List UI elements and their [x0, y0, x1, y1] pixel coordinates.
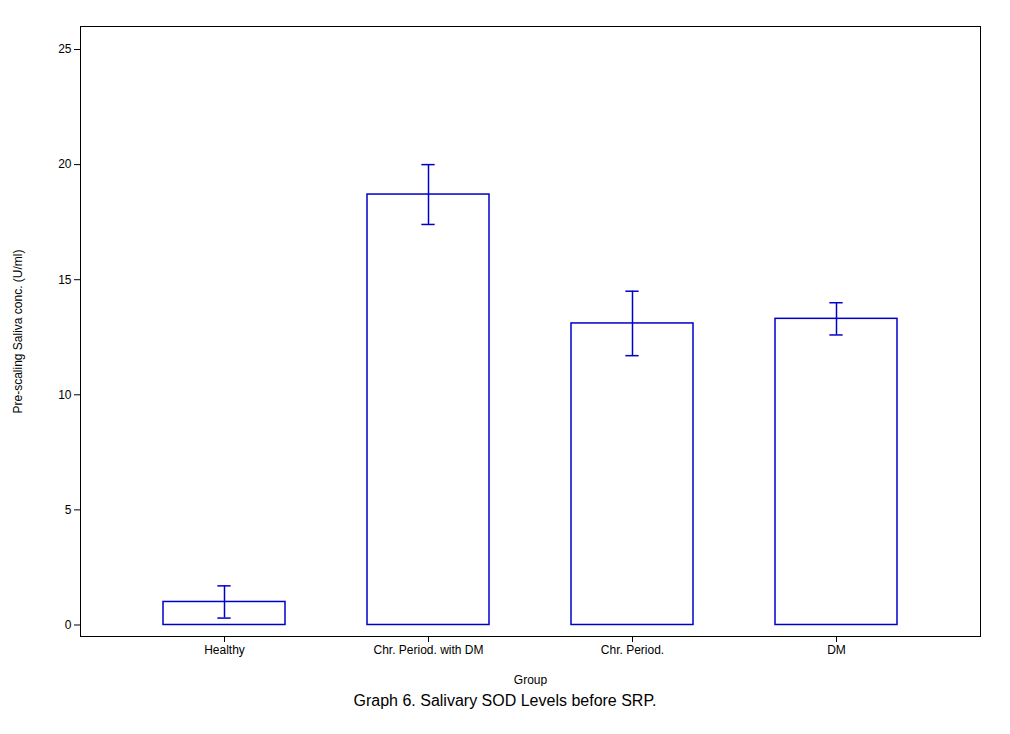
svg-text:15: 15 — [58, 273, 72, 287]
svg-text:Chr. Period.: Chr. Period. — [601, 643, 664, 657]
svg-text:25: 25 — [58, 42, 72, 56]
html-text:Graph 6. Salivary SOD Levels b: Graph 6. Salivary SOD Levels before SRP. — [353, 692, 657, 709]
svg-text:20: 20 — [58, 157, 72, 171]
svg-text:Chr. Period. with DM: Chr. Period. with DM — [373, 643, 483, 657]
svg-text:5: 5 — [65, 503, 72, 517]
svg-text:0: 0 — [65, 618, 72, 632]
svg-text:Healthy: Healthy — [204, 643, 245, 657]
svg-text:Group: Group — [514, 673, 548, 687]
svg-text:Pre-scaling Saliva conc. (U/ml: Pre-scaling Saliva conc. (U/ml) — [11, 249, 25, 413]
svg-text:10: 10 — [58, 388, 72, 402]
svg-text:DM: DM — [827, 643, 846, 657]
